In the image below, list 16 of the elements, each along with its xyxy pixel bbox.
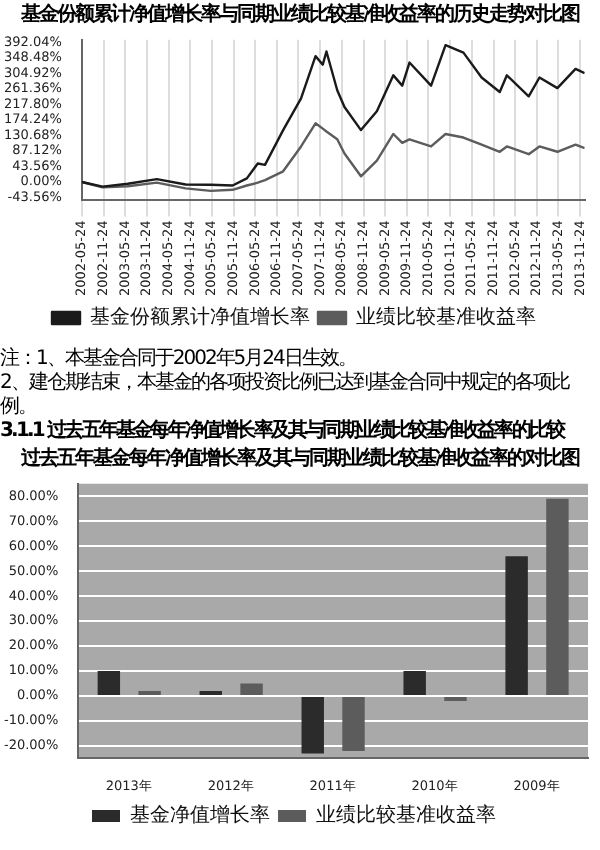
- legend-label: 基金份额累计净值增长率: [90, 305, 310, 330]
- bar: [505, 556, 528, 695]
- legend-label: 业绩比较基准收益率: [316, 803, 496, 828]
- legend-label: 业绩比较基准收益率: [356, 305, 536, 330]
- chart-title: 基金份额累计净值增长率与同期业绩比较基准收益率的历史走势对比图: [19, 0, 582, 28]
- bar: [301, 696, 324, 754]
- legend-label: 基金净值增长率: [130, 803, 270, 828]
- text: 3.1.1 过去五年基金每年净值增长率及其与同期业绩比较基准收益率的比较: [0, 420, 567, 444]
- text: 注：1、本基金合同于2002年5月24日生效。: [0, 348, 358, 371]
- chart-title: 过去五年基金每年净值增长率及其与同期业绩比较基准收益率的对比图: [19, 444, 582, 472]
- bar: [97, 671, 121, 695]
- text: 2、建仓期结束，本基金的各项投资比例已达到基金合同中规定的各项比例。: [0, 372, 572, 418]
- bar: [403, 671, 426, 695]
- bar: [546, 498, 569, 695]
- bar: [240, 683, 263, 695]
- bar: [342, 696, 365, 751]
